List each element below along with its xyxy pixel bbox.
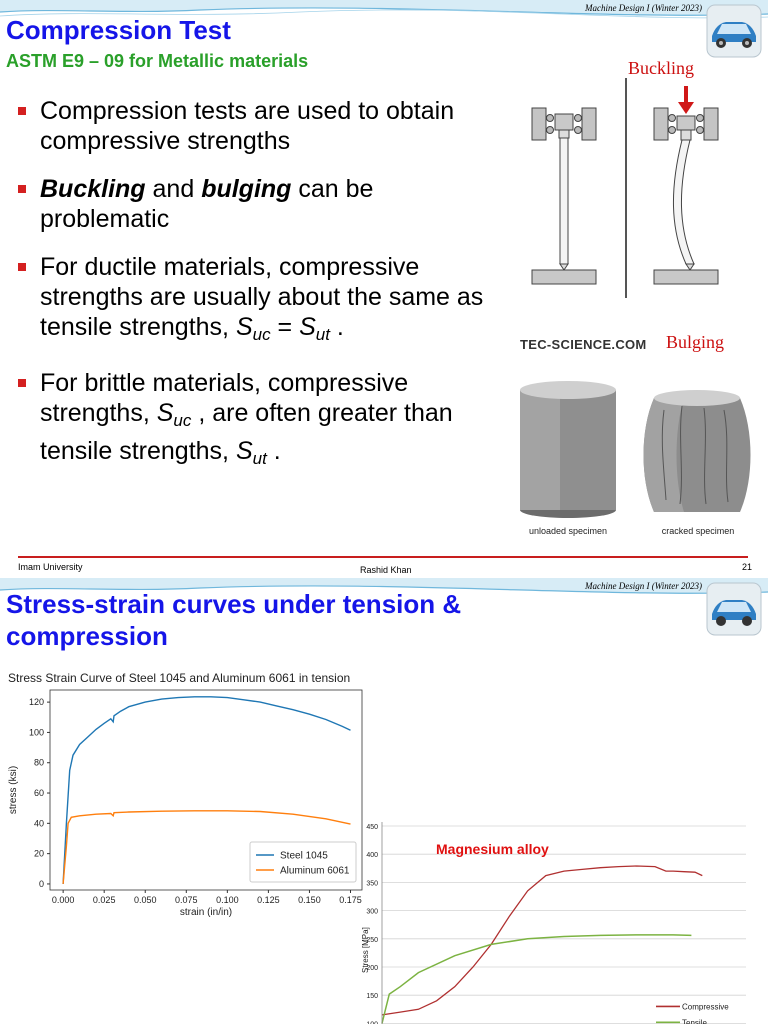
y-tick-label: 350 xyxy=(366,880,378,887)
y-tick-label: 250 xyxy=(366,937,378,944)
course-label: Machine Design I (Winter 2023) xyxy=(585,3,702,13)
bullet-emphasis: bulging xyxy=(201,175,292,203)
bullet-item: Compression tests are used to obtain com… xyxy=(18,96,498,156)
cracked-specimen-figure xyxy=(643,390,751,512)
y-tick-label: 400 xyxy=(366,852,378,859)
brand-logo: TEC-SCIENCE.COM xyxy=(520,337,647,352)
legend-label: Aluminum 6061 xyxy=(280,866,350,877)
y-tick-label: 20 xyxy=(34,849,44,859)
legend-label: Compressive xyxy=(682,1002,729,1011)
x-tick-label: 0.125 xyxy=(257,895,280,905)
bullet-text: . xyxy=(266,437,281,465)
symbol: S xyxy=(235,313,253,341)
chart-legend: Steel 1045 Aluminum 6061 xyxy=(249,841,357,883)
series-line xyxy=(381,934,692,1024)
load-arrow-icon xyxy=(678,86,694,114)
header-wave-decoration xyxy=(0,0,768,19)
bullet-text: , are often greater than tensile strengt… xyxy=(40,399,453,465)
bullet-emphasis: Buckling xyxy=(40,175,146,203)
slide-compression-test: Machine Design I (Winter 2023) Compressi… xyxy=(0,0,768,575)
x-tick-label: 0.050 xyxy=(134,895,157,905)
bullet-item: For ductile materials, compressive stren… xyxy=(18,252,498,350)
symbol: S xyxy=(299,313,316,341)
x-axis-label: strain (in/in) xyxy=(180,907,232,918)
y-axis-label: Stress [MPa] xyxy=(361,927,370,973)
bullet-square-icon xyxy=(18,379,26,387)
slide-stress-strain: Machine Design I (Winter 2023) Stress-st… xyxy=(0,578,768,1024)
slide-subtitle: ASTM E9 – 09 for Metallic materials xyxy=(6,51,309,71)
x-tick-label: 0.075 xyxy=(175,895,198,905)
bullet-text: For ductile materials, compressive stren… xyxy=(40,253,484,341)
legend-box xyxy=(249,841,357,883)
steel-aluminum-chart: Stress Strain Curve of Steel 1045 and Al… xyxy=(8,671,363,918)
bullet-item: Buckling and bulging can be problematic xyxy=(18,174,498,234)
car-logo-icon xyxy=(706,582,762,636)
unloaded-specimen-figure xyxy=(520,381,616,518)
x-tick-label: 0.175 xyxy=(339,895,362,905)
footer-university: Imam University xyxy=(18,562,83,572)
bullet-text: can be problematic xyxy=(40,175,374,233)
cracked-specimen-caption: cracked specimen xyxy=(662,526,735,536)
x-tick-label: 0.100 xyxy=(216,895,239,905)
y-axis-label: stress (ksi) xyxy=(8,766,19,814)
x-tick-label: 0.025 xyxy=(93,895,116,905)
footer-author: Rashid Khan xyxy=(360,565,412,575)
chart-legend: Compressive Tensile xyxy=(656,1002,729,1024)
plot-frame xyxy=(49,689,363,891)
header-wave-decoration xyxy=(0,578,768,594)
y-tick-label: 0 xyxy=(39,879,44,889)
bulging-diagram: unloaded specimen cracked specimen xyxy=(514,370,758,540)
symbol-subscript: uc xyxy=(173,411,192,430)
unloaded-specimen-caption: unloaded specimen xyxy=(529,526,607,536)
bullet-square-icon xyxy=(18,185,26,193)
bullet-text: = xyxy=(270,313,300,341)
x-tick-label: 0.150 xyxy=(298,895,321,905)
chart-title: Stress Strain Curve of Steel 1045 and Al… xyxy=(8,671,350,685)
symbol: S xyxy=(235,437,253,465)
y-tick-label: 100 xyxy=(366,1021,378,1024)
symbol-subscript: ut xyxy=(252,449,267,468)
buckling-diagram xyxy=(531,78,719,298)
chart-title: Magnesium alloy xyxy=(436,841,549,857)
bullet-item: For brittle materials, compressive stren… xyxy=(18,368,498,474)
bullet-text: Compression tests are used to obtain com… xyxy=(40,97,455,155)
symbol-subscript: ut xyxy=(315,325,330,344)
footer-divider xyxy=(18,556,748,558)
bullet-square-icon xyxy=(18,107,26,115)
footer-page-number: 21 xyxy=(741,562,752,572)
y-tick-label: 150 xyxy=(366,993,378,1000)
symbol: S xyxy=(156,399,174,427)
y-tick-label: 80 xyxy=(34,758,44,768)
bulging-label: Bulging xyxy=(666,332,725,352)
course-label: Machine Design I (Winter 2023) xyxy=(585,581,702,591)
bullet-text: For brittle materials, compressive stren… xyxy=(40,369,409,427)
y-tick-label: 100 xyxy=(29,727,44,737)
y-tick-label: 200 xyxy=(366,965,378,972)
y-tick-label: 40 xyxy=(34,818,44,828)
legend-label: Tensile xyxy=(682,1018,707,1024)
series-line xyxy=(381,865,703,1016)
straight-column-figure xyxy=(531,107,597,285)
bullet-text: and xyxy=(145,175,202,203)
bullet-square-icon xyxy=(18,263,26,271)
buckling-label: Buckling xyxy=(628,58,694,78)
symbol-subscript: uc xyxy=(252,325,271,344)
bullet-list: Compression tests are used to obtain com… xyxy=(18,96,498,492)
slide-title: Stress-strain curves under tension & com… xyxy=(6,589,462,651)
slide-title: Compression Test xyxy=(6,15,231,45)
x-tick-label: 0.000 xyxy=(52,895,75,905)
series-line xyxy=(62,810,351,884)
buckled-column-figure xyxy=(653,107,719,285)
y-tick-label: 120 xyxy=(29,697,44,707)
bullet-text: . xyxy=(329,313,344,341)
y-tick-label: 450 xyxy=(366,824,378,831)
magnesium-alloy-chart: 100 150 200 250 300 350 400 450 Magnesium alloy… xyxy=(361,822,746,1024)
series-line xyxy=(62,696,351,884)
car-logo-icon xyxy=(706,4,762,58)
y-tick-label: 60 xyxy=(34,788,44,798)
legend-label: Steel 1045 xyxy=(280,851,328,862)
y-tick-label: 300 xyxy=(366,909,378,916)
